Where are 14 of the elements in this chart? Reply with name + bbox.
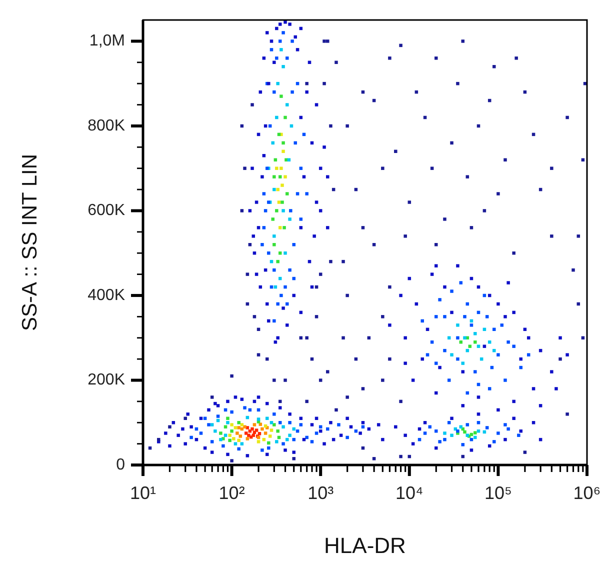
x-tick-label: 10¹	[130, 482, 156, 503]
x-axis-title: HLA-DR	[324, 532, 406, 558]
y-tick-label: 1,0M	[89, 32, 125, 50]
x-tick-label: 10²	[218, 482, 245, 503]
y-tick-label: 200K	[88, 372, 126, 389]
x-tick-label: 10⁴	[396, 482, 424, 503]
x-tick-label: 10⁵	[484, 482, 512, 503]
y-tick-label: 800K	[88, 117, 126, 134]
y-axis-title: SS-A :: SS INT LIN	[18, 154, 42, 332]
x-tick-label: 10⁶	[573, 482, 601, 503]
y-tick-label: 400K	[88, 286, 126, 304]
x-tick-label: 10³	[308, 482, 334, 503]
y-tick-label: 0	[116, 456, 126, 474]
y-tick-label: 600K	[88, 202, 126, 220]
